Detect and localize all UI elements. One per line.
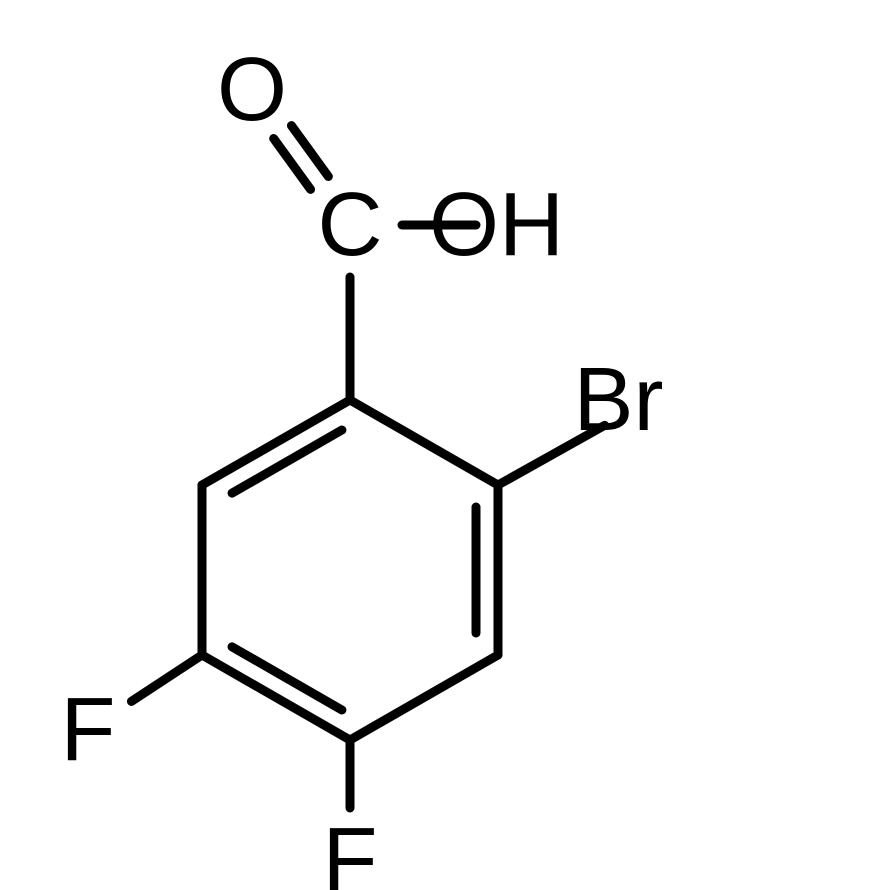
molecule-diagram: CO OHBr F F [0, 0, 890, 890]
atom-label-o2: OH [429, 175, 564, 275]
bond [131, 655, 202, 701]
bond [350, 655, 498, 740]
atom-label-f5: F [61, 680, 116, 780]
atom-label-c7: C [318, 175, 383, 275]
labels-group: CO OHBr F F [61, 40, 664, 890]
atom-label-o1: O [217, 40, 287, 140]
atom-label-f4: F [323, 810, 378, 890]
atom-label-br: Br [574, 350, 664, 450]
bond [350, 400, 498, 485]
